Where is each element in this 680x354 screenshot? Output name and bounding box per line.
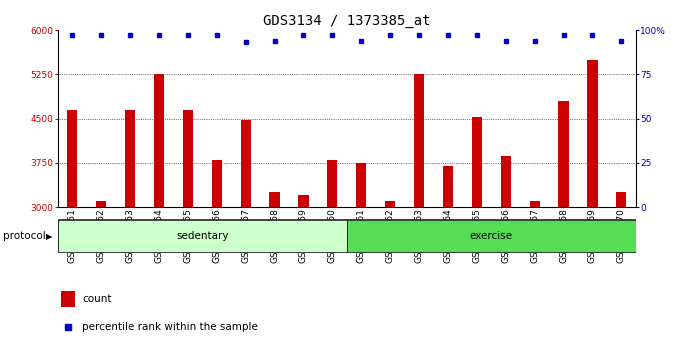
Title: GDS3134 / 1373385_at: GDS3134 / 1373385_at xyxy=(263,14,430,28)
Text: protocol: protocol xyxy=(3,231,46,241)
Bar xyxy=(500,156,511,207)
Bar xyxy=(154,74,164,207)
Text: percentile rank within the sample: percentile rank within the sample xyxy=(82,322,258,332)
Bar xyxy=(61,291,75,307)
Bar xyxy=(96,201,106,207)
Bar xyxy=(125,110,135,207)
Bar xyxy=(414,74,424,207)
Bar xyxy=(183,110,193,207)
Text: sedentary: sedentary xyxy=(176,231,228,241)
Bar xyxy=(558,101,568,207)
Bar xyxy=(269,192,279,207)
Text: count: count xyxy=(82,294,112,304)
Bar xyxy=(211,160,222,207)
Bar xyxy=(472,118,482,207)
Bar xyxy=(241,120,251,207)
Bar xyxy=(299,195,309,207)
Bar xyxy=(58,220,347,252)
Bar xyxy=(616,192,626,207)
Bar xyxy=(327,160,337,207)
Bar xyxy=(588,59,598,207)
Bar xyxy=(443,166,453,207)
Text: exercise: exercise xyxy=(470,231,513,241)
Text: ▶: ▶ xyxy=(46,232,53,241)
Bar xyxy=(385,201,395,207)
Bar xyxy=(530,201,540,207)
Bar xyxy=(347,220,636,252)
Bar xyxy=(67,110,78,207)
Bar xyxy=(356,163,367,207)
